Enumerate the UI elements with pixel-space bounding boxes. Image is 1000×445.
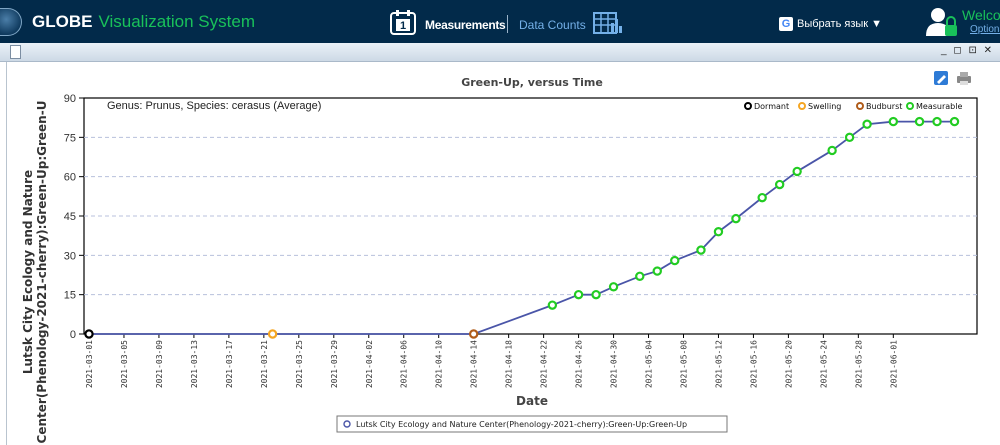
user-lock-icon[interactable] — [925, 6, 959, 38]
y-tick-label: 90 — [64, 93, 76, 105]
x-tick-label: 2021-03-17 — [225, 340, 234, 388]
data-point-measurable[interactable] — [862, 119, 872, 129]
data-point-measurable[interactable] — [573, 289, 584, 300]
document-icon — [10, 45, 21, 59]
nav-measurements-link[interactable]: Measurements — [425, 18, 506, 32]
data-point-measurable[interactable] — [757, 192, 767, 203]
calendar-icon[interactable]: 1 — [390, 9, 416, 35]
x-tick-label: 2021-05-28 — [854, 340, 863, 388]
data-point-measurable[interactable] — [731, 213, 741, 224]
x-tick-label: 2021-04-02 — [365, 340, 374, 388]
data-point-measurable[interactable] — [888, 116, 899, 127]
green-up-chart: Lutsk City Ecology and Nature Center(Phe… — [21, 71, 978, 444]
nav-data-counts-link[interactable]: Data Counts — [519, 18, 586, 32]
data-point-measurable[interactable] — [844, 132, 855, 143]
gridlines — [84, 136, 977, 296]
x-tick-label: 2021-05-24 — [819, 340, 828, 388]
y-tick-label: 0 — [70, 329, 76, 341]
data-point-measurable[interactable] — [652, 266, 662, 276]
y-axis-ticks: 0 15 30 45 60 75 90 — [64, 93, 84, 341]
y-tick-label: 45 — [64, 211, 76, 223]
window-controls[interactable]: _ ◻ ⊡ ✕ — [941, 45, 994, 56]
data-point-measurable[interactable] — [949, 116, 960, 127]
options-link[interactable]: Options — [970, 24, 1000, 35]
data-point-measurable[interactable] — [670, 255, 680, 266]
x-tick-label: 2021-06-01 — [889, 340, 898, 388]
x-tick-label: 2021-03-09 — [155, 340, 164, 388]
app-title: GLOBE Visualization System — [32, 12, 255, 32]
data-point-measurable[interactable] — [713, 227, 724, 237]
x-tick-label: 2021-03-25 — [295, 340, 304, 388]
legend-marker-dormant — [744, 102, 752, 110]
legend-label-swelling: Swelling — [808, 102, 841, 111]
brand-subtitle: Visualization System — [98, 12, 255, 31]
x-tick-label: 2021-03-13 — [190, 340, 199, 388]
x-axis-label: Date — [516, 394, 548, 408]
data-points — [84, 116, 960, 339]
x-tick-label: 2021-05-16 — [749, 340, 758, 388]
top-navigation-bar: GLOBE Visualization System 1 Measurements… — [0, 0, 1000, 43]
y-axis-label: Lutsk City Ecology and Nature Center(Phe… — [21, 101, 49, 444]
data-point-measurable[interactable] — [827, 145, 837, 156]
panel-title-bar: _ ◻ ⊡ ✕ — [0, 43, 1000, 62]
legend-marker-measurable — [906, 102, 914, 110]
x-tick-label: 2021-03-29 — [330, 340, 339, 388]
x-tick-label: 2021-04-18 — [505, 340, 514, 388]
x-tick-label: 2021-04-14 — [470, 340, 479, 388]
data-point-measurable[interactable] — [914, 116, 925, 127]
data-point-measurable[interactable] — [932, 116, 942, 127]
nav-separator — [507, 15, 508, 33]
x-tick-label: 2021-04-26 — [575, 340, 584, 388]
x-tick-label: 2021-05-20 — [784, 340, 793, 388]
legend-label-budburst: Budburst — [866, 102, 902, 111]
y-tick-label: 30 — [64, 250, 76, 262]
x-tick-label: 2021-05-12 — [714, 340, 723, 388]
chart-title: Green-Up, versus Time — [461, 76, 603, 89]
y-tick-label: 60 — [64, 172, 76, 184]
data-point-measurable[interactable] — [547, 300, 558, 310]
x-tick-label: 2021-05-08 — [679, 340, 688, 388]
print-icon[interactable] — [957, 72, 971, 85]
y-axis-label-line2: Center(Phenology-2021-cherry):Green-Up:G… — [35, 101, 49, 444]
y-tick-label: 75 — [64, 132, 76, 144]
data-point-measurable[interactable] — [591, 289, 601, 300]
legend-marker-swelling — [798, 102, 806, 110]
x-tick-label: 2021-05-04 — [645, 340, 654, 388]
x-tick-label: 2021-03-05 — [120, 340, 129, 388]
edit-pencil-icon[interactable] — [934, 71, 948, 85]
language-selector[interactable]: Выбрать язык ▼ — [797, 18, 883, 30]
data-point-measurable[interactable] — [608, 282, 619, 292]
data-point-dormant[interactable] — [84, 329, 94, 339]
google-translate-icon[interactable]: G — [779, 17, 793, 31]
x-tick-label: 2021-04-22 — [540, 340, 549, 388]
data-point-budburst[interactable] — [468, 329, 479, 339]
legend-marker-budburst — [856, 102, 864, 110]
data-point-swelling[interactable] — [267, 329, 278, 339]
x-tick-label: 2021-03-21 — [260, 340, 269, 388]
series-legend-label: Lutsk City Ecology and Nature Center(Phe… — [356, 420, 687, 429]
data-grid-icon[interactable] — [592, 10, 622, 36]
data-point-measurable[interactable] — [774, 179, 785, 190]
chart-panel: Lutsk City Ecology and Nature Center(Phe… — [6, 62, 1000, 445]
data-point-measurable[interactable] — [696, 245, 706, 255]
globe-logo — [0, 8, 22, 36]
x-tick-label: 2021-04-10 — [435, 340, 444, 388]
svg-text:1: 1 — [400, 20, 406, 32]
data-point-measurable[interactable] — [792, 166, 802, 177]
series-legend-box[interactable]: Lutsk City Ecology and Nature Center(Phe… — [336, 415, 728, 433]
chart-subtitle: Genus: Prunus, Species: cerasus (Average… — [107, 100, 321, 112]
legend-label-measurable: Measurable — [916, 102, 962, 111]
data-point-measurable[interactable] — [635, 271, 645, 282]
legend: Dormant Swelling Budburst Measurable — [744, 102, 962, 111]
legend-label-dormant: Dormant — [754, 102, 789, 111]
x-tick-label: 2021-04-06 — [400, 340, 409, 388]
x-tick-label: 2021-03-01 — [85, 340, 94, 388]
x-axis-ticks: 2021-03-01 2021-03-05 2021-03-09 2021-03-13… — [85, 334, 898, 388]
y-axis-label-line1: Lutsk City Ecology and Nature — [21, 170, 35, 374]
x-tick-label: 2021-04-30 — [610, 340, 619, 388]
welcome-text: Welco — [962, 7, 1000, 23]
brand-name: GLOBE — [32, 12, 93, 31]
y-tick-label: 15 — [64, 290, 76, 302]
